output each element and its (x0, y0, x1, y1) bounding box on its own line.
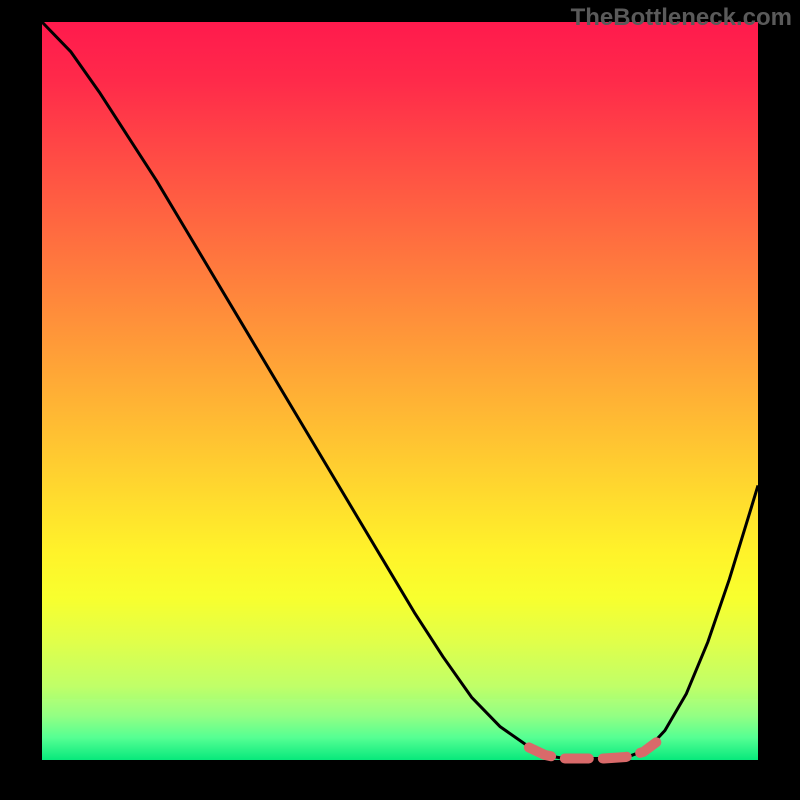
plot-background (42, 22, 758, 760)
chart-container: TheBottleneck.com (0, 0, 800, 800)
watermark-text: TheBottleneck.com (571, 4, 792, 32)
chart-svg (0, 0, 800, 800)
